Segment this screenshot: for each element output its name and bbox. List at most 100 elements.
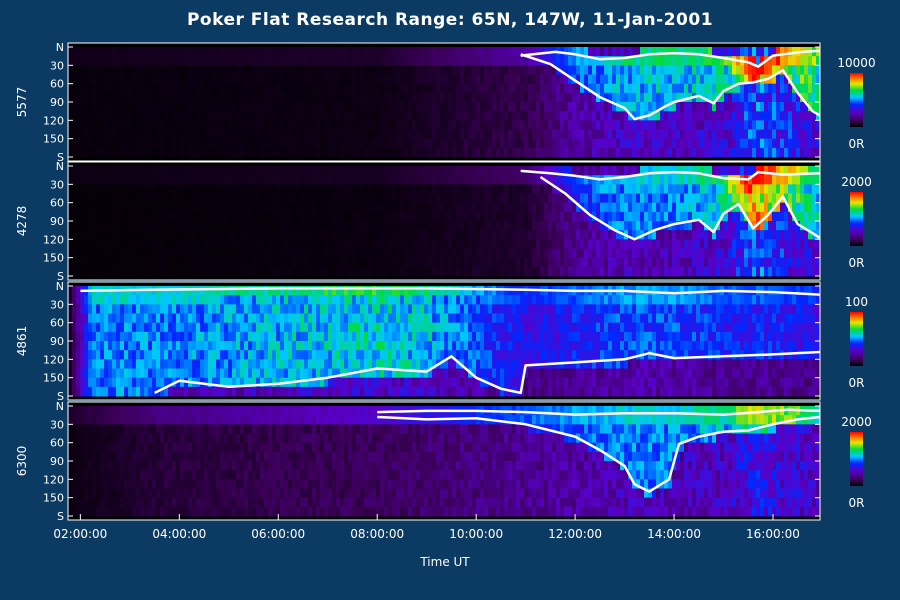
heatmap-cell	[472, 138, 476, 149]
heatmap-cell	[88, 47, 92, 57]
heatmap-cell	[316, 248, 320, 259]
heatmap-cell	[568, 138, 572, 149]
heatmap-cell	[580, 120, 584, 130]
heatmap-cell	[80, 386, 84, 397]
heatmap-cell	[160, 377, 164, 388]
heatmap-cell	[296, 175, 300, 185]
heatmap-cell	[120, 266, 124, 277]
heatmap-cell	[612, 211, 616, 222]
heatmap-cell	[596, 74, 600, 85]
heatmap-cell	[332, 74, 336, 85]
heatmap-cell	[284, 193, 288, 204]
heatmap-cell	[400, 266, 404, 277]
heatmap-cell	[716, 175, 720, 185]
heatmap-cell	[256, 230, 260, 240]
heatmap-cell	[724, 74, 728, 85]
heatmap-cell	[440, 65, 444, 75]
heatmap-cell	[80, 129, 84, 140]
heatmap-cell	[124, 138, 128, 149]
heatmap-cell	[340, 221, 344, 231]
heatmap-cell	[784, 175, 788, 185]
heatmap-cell	[728, 65, 732, 75]
heatmap-cell	[604, 248, 608, 259]
heatmap-cell	[136, 166, 140, 176]
heatmap-cell	[432, 120, 436, 130]
heatmap-cell	[548, 239, 552, 249]
heatmap-cell	[448, 166, 452, 176]
heatmap-cell	[716, 138, 720, 149]
heatmap-cell	[364, 120, 368, 130]
heatmap-cell	[496, 248, 500, 259]
heatmap-cell	[612, 202, 616, 213]
heatmap-cell	[420, 120, 424, 130]
heatmap-cell	[596, 111, 600, 121]
heatmap-cell	[644, 56, 648, 66]
heatmap-cell	[712, 257, 716, 268]
heatmap-cell	[620, 56, 624, 66]
heatmap-cell	[208, 102, 212, 112]
heatmap-cell	[404, 65, 408, 75]
heatmap-cell	[576, 221, 580, 231]
heatmap-cell	[340, 239, 344, 249]
heatmap-cell	[780, 166, 784, 176]
heatmap-cell	[464, 47, 468, 57]
heatmap-cell	[256, 83, 260, 94]
heatmap-cell	[184, 350, 188, 360]
heatmap-cell	[596, 184, 600, 194]
heatmap-cell	[180, 304, 184, 314]
heatmap-cell	[680, 230, 684, 240]
heatmap-cell	[524, 202, 528, 213]
heatmap-cell	[408, 211, 412, 222]
heatmap-cell	[320, 230, 324, 240]
heatmap-cell	[656, 266, 660, 277]
heatmap-cell	[144, 239, 148, 249]
heatmap-cell	[484, 65, 488, 75]
heatmap-cell	[816, 83, 820, 94]
heatmap-cell	[84, 211, 88, 222]
heatmap-cell	[484, 266, 488, 277]
heatmap-cell	[116, 304, 120, 314]
heatmap-cell	[144, 248, 148, 259]
heatmap-cell	[732, 65, 736, 75]
heatmap-cell	[640, 239, 644, 249]
heatmap-cell	[96, 120, 100, 130]
heatmap-cell	[676, 92, 680, 103]
heatmap-cell	[744, 230, 748, 240]
heatmap-cell	[808, 193, 812, 204]
heatmap-cell	[172, 83, 176, 94]
heatmap-cell	[116, 111, 120, 121]
heatmap-cell	[716, 248, 720, 259]
heatmap-cell	[560, 257, 564, 268]
heatmap-cell	[676, 257, 680, 268]
heatmap-cell	[728, 92, 732, 103]
heatmap-cell	[620, 257, 624, 268]
heatmap-cell	[332, 257, 336, 268]
heatmap-cell	[392, 147, 396, 158]
heatmap-cell	[508, 129, 512, 140]
heatmap-cell	[384, 221, 388, 231]
heatmap-cell	[312, 83, 316, 94]
heatmap-cell	[164, 304, 168, 314]
heatmap-cell	[712, 248, 716, 259]
heatmap-cell	[392, 102, 396, 112]
heatmap-cell	[284, 184, 288, 194]
heatmap-cell	[760, 102, 764, 112]
heatmap-cell	[332, 202, 336, 213]
heatmap-cell	[84, 92, 88, 103]
heatmap-cell	[388, 74, 392, 85]
heatmap-cell	[808, 111, 812, 121]
heatmap-cell	[84, 120, 88, 130]
heatmap-cell	[804, 184, 808, 194]
heatmap-cell	[772, 83, 776, 94]
heatmap-cell	[652, 129, 656, 140]
heatmap-cell	[144, 331, 148, 342]
heatmap-cell	[756, 102, 760, 112]
heatmap-cell	[488, 138, 492, 149]
heatmap-cell	[344, 111, 348, 121]
heatmap-cell	[288, 202, 292, 213]
heatmap-cell	[192, 47, 196, 57]
heatmap-cell	[100, 129, 104, 140]
heatmap-cell	[124, 377, 128, 388]
heatmap-cell	[340, 138, 344, 149]
heatmap-cell	[196, 147, 200, 158]
